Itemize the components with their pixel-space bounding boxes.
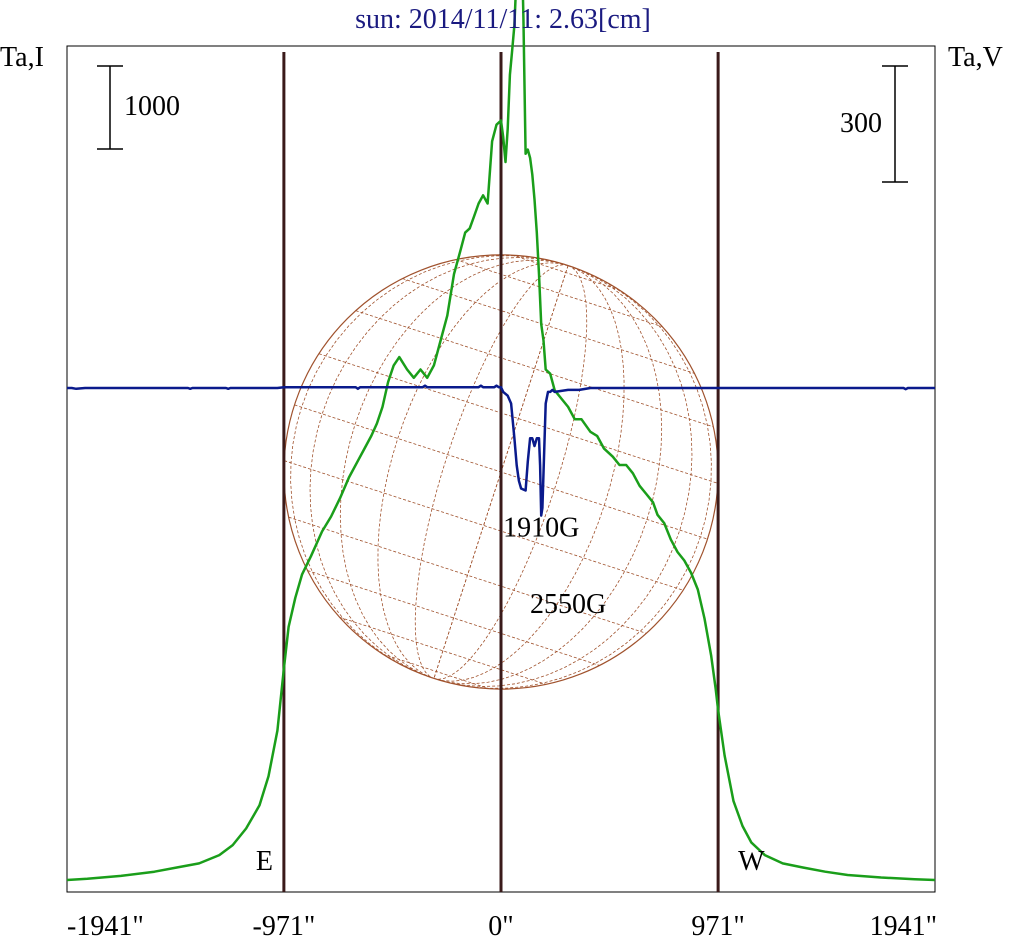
latitude-line <box>307 570 600 666</box>
right-axis-label: Ta,V <box>948 42 1003 73</box>
annotations: 1910G 2550G <box>503 513 606 620</box>
x-tick-label-1: -971" <box>253 911 316 941</box>
longitude-line <box>309 257 569 679</box>
right-scale-bar <box>882 65 908 183</box>
longitude-line <box>433 265 693 687</box>
longitude-line <box>290 255 569 679</box>
series-line-polarization <box>67 384 935 517</box>
limb-lines <box>282 52 720 892</box>
series-line-intensity <box>66 0 936 882</box>
limb-marker-label-2: W <box>738 846 765 877</box>
longitude-line <box>433 265 588 680</box>
limb-marker-label-0: E <box>256 846 273 877</box>
latitude-line <box>455 259 663 328</box>
latitude-line <box>355 310 714 428</box>
x-tick-label-3: 971" <box>691 911 744 941</box>
x-tick-label-0: -1941" <box>67 911 144 941</box>
left-scale-bar <box>97 65 123 150</box>
x-tick-label-2: 0" <box>488 911 513 941</box>
chart-title: sun: 2014/11/11: 2.63[cm] <box>355 4 651 35</box>
right-scale-bar-label: 300 <box>840 108 882 139</box>
longitude-line <box>377 262 569 679</box>
field-annotation-1: 2550G <box>530 589 606 620</box>
latitude-line <box>288 516 647 634</box>
longitude-line <box>339 259 569 679</box>
solar-disk-grid <box>284 254 718 690</box>
left-axis-label: Ta,I <box>0 42 44 73</box>
longitude-line <box>433 265 712 689</box>
latitude-line <box>339 616 547 685</box>
x-tick-label-4: 1941" <box>870 911 937 941</box>
latitude-line <box>284 460 684 591</box>
field-annotation-0: 1910G <box>503 513 579 544</box>
longitude-line <box>433 265 663 685</box>
x-tick-labels: -1941" -971" 0" 971" 1941" <box>67 911 937 941</box>
longitude-line <box>414 264 569 679</box>
left-scale-bar-label: 1000 <box>124 91 180 122</box>
longitude-line <box>433 265 625 682</box>
